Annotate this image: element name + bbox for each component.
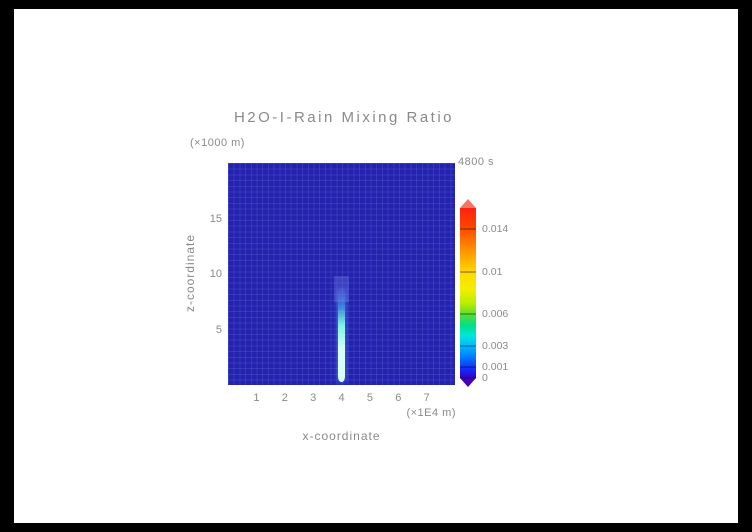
y-axis-ticks: 5 10 15 [198,163,222,385]
x-tick-label: 7 [423,392,430,404]
colorbar-level-label: 0.006 [482,308,509,321]
colorbar-level-line [460,271,476,273]
x-tick-label: 1 [253,392,260,404]
plot-area [228,163,455,385]
colorbar-body [460,208,476,379]
x-axis-unit-label: (×1E4 m) [406,407,456,419]
figure-canvas: H2O-I-Rain Mixing Ratio (×1000 m) 4800 s… [14,9,738,523]
y-tick-label: 10 [209,268,222,280]
y-tick-label: 15 [209,212,222,225]
colorbar-level-label: 0 [482,372,488,384]
x-tick-label: 5 [366,392,373,404]
rain-streak [333,275,350,382]
x-tick-label: 6 [395,392,402,404]
x-tick-label: 4 [338,392,345,404]
colorbar-level-line [460,313,476,315]
colorbar-level-label: 0.003 [482,340,509,353]
colorbar-level-label: 0.014 [482,223,509,236]
x-tick-label: 2 [281,392,288,404]
x-axis-ticks: 1 2 3 4 5 6 7 [228,392,455,406]
colorbar-level-line [460,377,476,379]
x-tick-label: 3 [310,392,317,404]
colorbar-labels: 0 0.001 0.003 0.006 0.01 0.014 [482,208,528,384]
colorbar [460,199,476,387]
time-annotation: 4800 s [458,156,495,168]
colorbar-overflow-arrow-icon [460,199,476,208]
y-axis-title: z-coordinate [183,233,197,313]
colorbar-level-line [460,366,476,368]
colorbar-level-label: 0.001 [482,361,509,374]
colorbar-underflow-arrow-icon [460,378,476,387]
y-tick-label: 5 [215,323,222,336]
colorbar-level-line [460,345,476,347]
colorbar-level-line [460,228,476,230]
y-axis-unit-label: (×1000 m) [190,137,245,149]
x-axis-title: x-coordinate [302,429,381,443]
chart-title: H2O-I-Rain Mixing Ratio [233,109,455,126]
colorbar-level-label: 0.01 [482,265,503,278]
